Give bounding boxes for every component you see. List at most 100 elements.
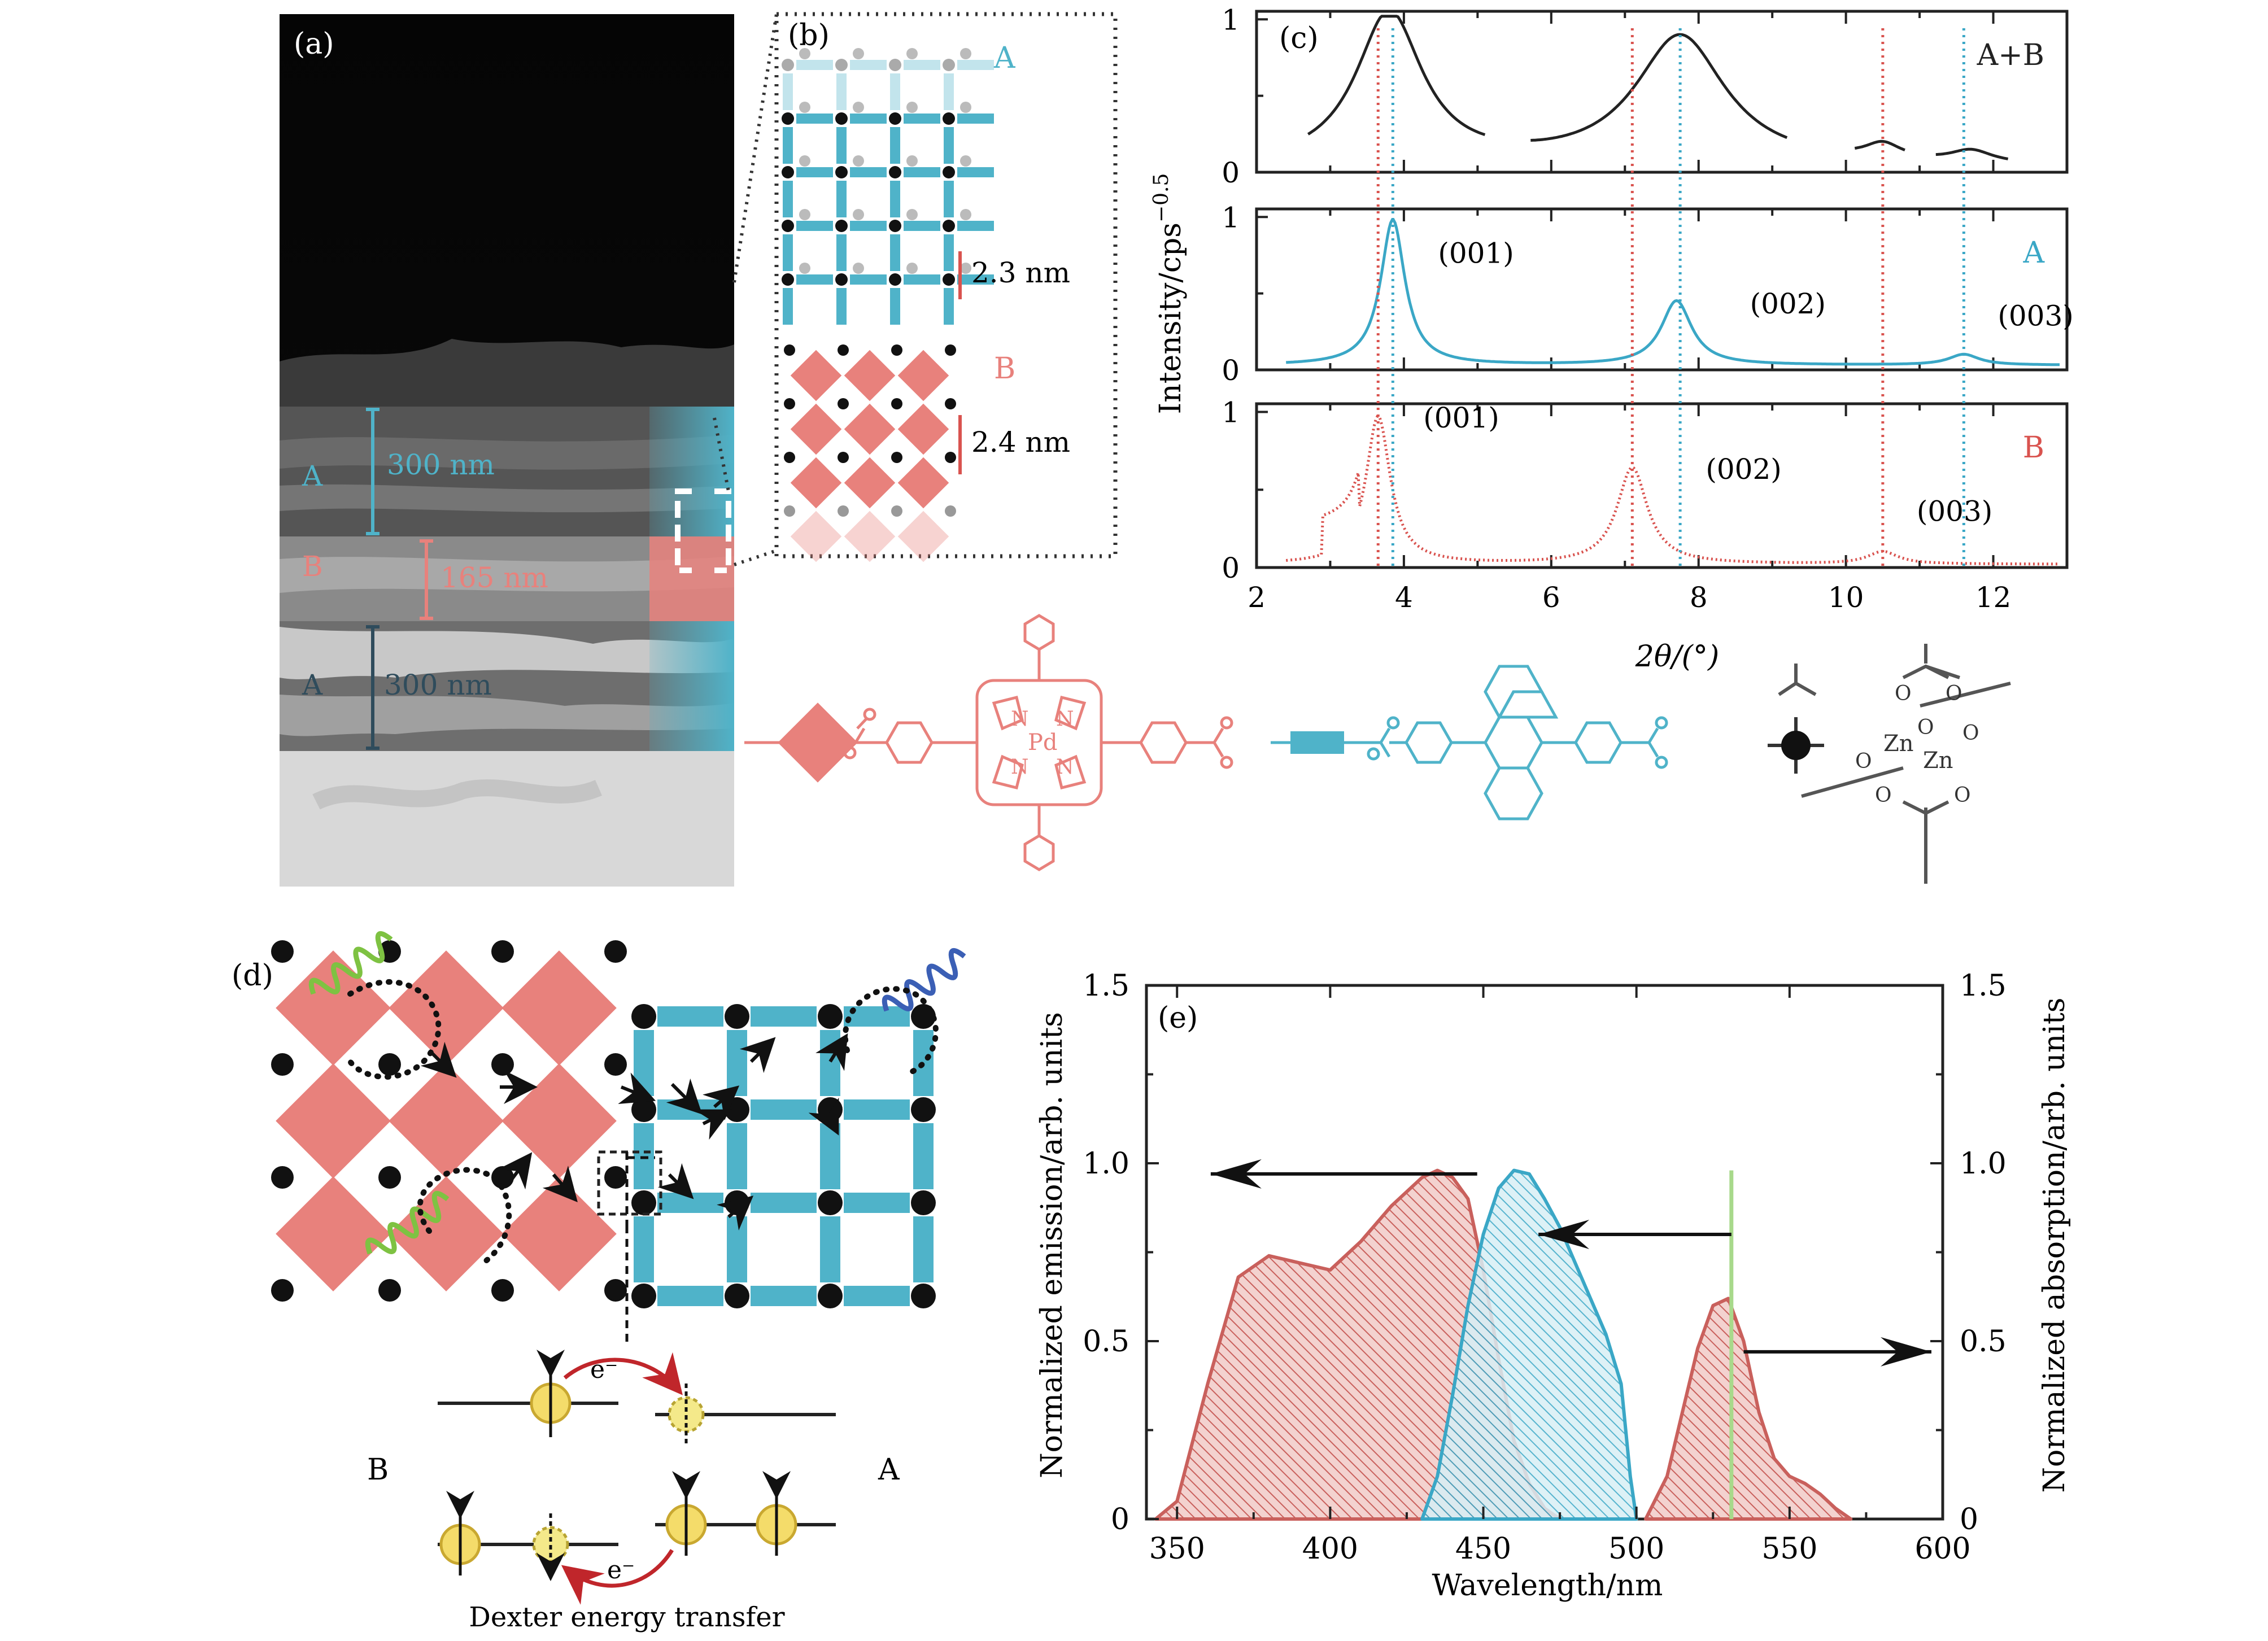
linker-bar bbox=[634, 1216, 654, 1282]
zoom-bracket bbox=[675, 488, 731, 573]
o-label-4: O bbox=[1917, 716, 1934, 739]
linker-bar bbox=[850, 167, 887, 177]
lattice-a bbox=[782, 48, 994, 325]
linker-bar bbox=[751, 1099, 817, 1120]
linker-bar bbox=[904, 274, 940, 285]
node-shadow bbox=[906, 48, 918, 59]
node bbox=[889, 112, 901, 125]
overlay-b bbox=[649, 536, 734, 621]
o-label-1: O bbox=[1895, 682, 1912, 705]
node bbox=[271, 940, 294, 963]
zn-label-2: Zn bbox=[1923, 748, 1953, 774]
node bbox=[891, 398, 902, 409]
transfer-arrow bbox=[498, 1152, 533, 1190]
x-tick-label: 2 bbox=[1248, 581, 1266, 614]
peak-label: (001) bbox=[1438, 237, 1514, 269]
panel-d-label: (d) bbox=[232, 959, 273, 993]
node bbox=[784, 344, 795, 356]
linker-bar bbox=[944, 234, 954, 271]
lattice-a-spacing: 2.3 nm bbox=[971, 256, 1070, 289]
linker-bar bbox=[904, 60, 940, 70]
node bbox=[911, 1284, 936, 1308]
excitation-wave-green-2 bbox=[365, 1191, 450, 1255]
node bbox=[604, 1166, 627, 1189]
node bbox=[784, 398, 795, 409]
x-tick-label: 500 bbox=[1608, 1532, 1664, 1566]
transfer-arrow bbox=[657, 1163, 694, 1199]
node bbox=[891, 452, 902, 463]
layer-a-top-thickness: 300 nm bbox=[387, 448, 495, 481]
diamond-linker bbox=[844, 510, 896, 562]
node bbox=[911, 1097, 936, 1122]
dexter-caption: Dexter energy transfer bbox=[469, 1601, 784, 1633]
node bbox=[911, 1190, 936, 1215]
node bbox=[782, 59, 794, 71]
node bbox=[943, 273, 955, 286]
linker-bar bbox=[836, 127, 847, 164]
linker-bar bbox=[727, 1030, 747, 1096]
spectrum-area-2 bbox=[1420, 1168, 1638, 1521]
node bbox=[889, 273, 901, 286]
transfer-arrow bbox=[717, 1195, 754, 1231]
linker-bar bbox=[634, 1030, 654, 1096]
node bbox=[943, 112, 955, 125]
diamond-linker bbox=[897, 350, 949, 401]
linker-bar bbox=[657, 1006, 723, 1027]
transfer-arrow bbox=[815, 1033, 848, 1071]
diffusion-loop-3 bbox=[842, 986, 939, 1076]
node bbox=[838, 398, 849, 409]
y-tick-label-left: 0 bbox=[1111, 1503, 1129, 1537]
linker-bar bbox=[796, 167, 833, 177]
y-tick-label-left: 0.5 bbox=[1083, 1325, 1129, 1359]
linker-bar bbox=[944, 73, 954, 110]
y-tick-label: 1 bbox=[1222, 396, 1240, 429]
linker-bar bbox=[957, 114, 994, 124]
xrd-series-1 bbox=[1307, 15, 2009, 160]
diamond-linker bbox=[501, 1176, 617, 1291]
node-shadow bbox=[906, 155, 918, 167]
transfer-arrow bbox=[739, 1037, 776, 1073]
y-tick-label-right: 0 bbox=[1960, 1503, 1978, 1537]
mof-heterojunction bbox=[271, 931, 966, 1308]
diamond-linker bbox=[897, 403, 949, 455]
node bbox=[725, 1284, 749, 1308]
x-tick-label: 400 bbox=[1302, 1532, 1358, 1566]
node-shadow bbox=[960, 48, 971, 59]
linker-bar bbox=[890, 288, 900, 325]
node bbox=[782, 112, 794, 125]
subplot-name: A bbox=[2022, 236, 2045, 270]
diamond-icon bbox=[778, 702, 858, 783]
node bbox=[491, 1279, 514, 1302]
diamond-linker bbox=[790, 510, 842, 562]
node bbox=[838, 452, 849, 463]
node-shadow bbox=[906, 209, 918, 220]
diamond-linker bbox=[389, 1063, 504, 1179]
linker-bar bbox=[944, 288, 954, 325]
node bbox=[945, 452, 956, 463]
panel-e: (e) Normalized emission/arb. units Norma… bbox=[1035, 969, 2071, 1603]
transfer-arrow bbox=[618, 1072, 656, 1105]
y-tick-label-right: 0.5 bbox=[1960, 1325, 2007, 1359]
n-label-1: N bbox=[1011, 708, 1029, 731]
node bbox=[378, 1279, 401, 1302]
linker-bar bbox=[751, 1006, 817, 1027]
linker-bar bbox=[957, 167, 994, 177]
node-icon bbox=[1781, 731, 1811, 760]
panel-b-frame bbox=[774, 12, 1118, 558]
panel-c-label: (c) bbox=[1279, 21, 1319, 55]
layer-b-name: B bbox=[302, 550, 323, 583]
linker-bar bbox=[850, 114, 887, 124]
linker-bar bbox=[850, 60, 887, 70]
o-label-6: O bbox=[1875, 784, 1892, 807]
diamond-linker bbox=[790, 403, 842, 455]
linker-bar bbox=[890, 181, 900, 217]
node-shadow bbox=[853, 155, 864, 167]
node bbox=[631, 1097, 656, 1122]
anthracene-center bbox=[1484, 715, 1543, 770]
node bbox=[891, 344, 902, 356]
linker-bar bbox=[850, 274, 887, 285]
sem-surface bbox=[280, 339, 734, 412]
linker-bar bbox=[944, 181, 954, 217]
diamond-linker bbox=[844, 403, 896, 455]
linker-bar bbox=[836, 73, 847, 110]
